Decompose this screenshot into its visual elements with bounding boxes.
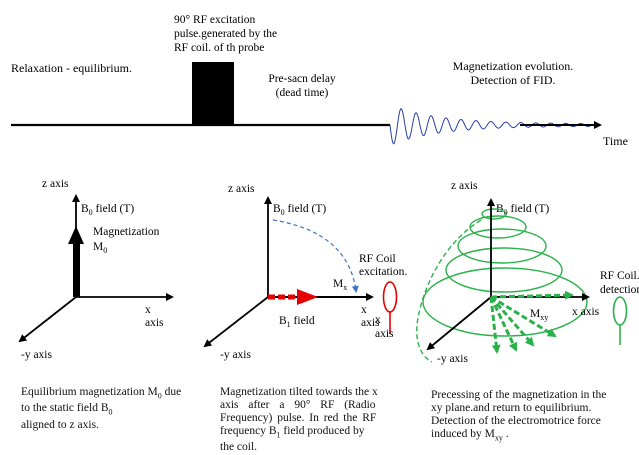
y-axis-label: -y axis xyxy=(220,349,252,361)
panel-excitation: z axis B0 field (T) Mx RF Coil excitatio… xyxy=(203,183,407,361)
caption-line: Magnetization tilted towards the x xyxy=(220,386,378,398)
mxy-vector-1 xyxy=(490,290,574,300)
precession-spiral xyxy=(422,208,588,337)
evolution-label-line2: Detection of FID. xyxy=(471,73,556,87)
rf-pulse-block xyxy=(192,62,234,125)
coil-label-line1: RF Coil xyxy=(359,253,396,265)
mxy-vector-2 xyxy=(490,295,557,338)
tilt-arc-arrow-icon xyxy=(272,219,359,293)
caption-line: the coil. xyxy=(220,441,258,454)
dashed-precession-path xyxy=(416,219,482,363)
mxy-label: Mxy xyxy=(530,308,548,322)
m0-label: M0 xyxy=(93,241,107,255)
rf-coil-icon xyxy=(382,281,398,313)
b1-arrow-icon xyxy=(297,289,318,305)
time-label: Time xyxy=(603,134,628,148)
delay-label-line1: Pre-sacn delay xyxy=(268,73,336,85)
x-axis-label-2: axis xyxy=(361,317,380,329)
y-axis-arrow-icon xyxy=(203,296,269,348)
caption-line: induced by Mxy . xyxy=(431,428,509,443)
x-axis-label: x axis xyxy=(572,306,600,318)
caption-line: Detection of the electromotrice force xyxy=(431,415,601,427)
pulse-label-line2: pulse.generated by the xyxy=(174,28,277,40)
pulse-label-line3: RF coil. of th probe xyxy=(174,42,264,54)
mxy-vector-3 xyxy=(489,296,535,347)
evolution-label-line1: Magnetization evolution. xyxy=(453,59,574,73)
caption-line: to the static field B0 xyxy=(21,402,113,417)
b1-field-label: B1 field xyxy=(279,315,315,329)
z-axis-label: z axis xyxy=(228,183,255,195)
mxy-vectors xyxy=(489,290,574,354)
panel-equilibrium: z axis B0 field (T) Magnetization M0 x a… xyxy=(18,178,174,361)
caption-line: Equilibrium magnetization M0 due xyxy=(21,386,182,401)
coil-label-line1: RF Coil. xyxy=(600,270,639,282)
b0-field-label: B0 field (T) xyxy=(81,203,134,217)
relaxation-label: Relaxation - equilibrium. xyxy=(11,61,132,75)
mxy-vector-5 xyxy=(489,296,501,354)
caption-line: frequency B1 field produced by xyxy=(220,425,365,440)
coil-label-line2: detection xyxy=(600,284,639,296)
m0-vector-arrow-icon xyxy=(68,226,84,244)
caption-line: axis after a 90° RF (Radio xyxy=(220,399,376,411)
x-axis-label-1: x xyxy=(361,304,367,316)
caption-line: Frequency) pulse. In red the RF xyxy=(220,412,377,424)
pulse-label-line1: 90° RF excitation xyxy=(174,14,256,26)
mx-label: Mx xyxy=(333,278,347,292)
caption-excitation: Magnetization tilted towards the x axis … xyxy=(220,386,404,454)
y-axis-arrow-icon xyxy=(426,296,492,351)
y-axis-label: -y axis xyxy=(21,349,53,361)
y-axis-label: -y axis xyxy=(437,353,469,365)
b0-field-label: B0 field (T) xyxy=(273,203,326,217)
panel-precession: z axis B0 field (T) Mxy x axis -y axis R xyxy=(416,180,639,365)
b0-field-label: B0 field (T) xyxy=(496,203,549,217)
caption-line: aligned to z axis. xyxy=(21,418,99,431)
caption-equilibrium: Equilibrium magnetization M0 due to the … xyxy=(21,386,201,432)
mxy-vector-4 xyxy=(489,296,518,352)
z-axis-label: z axis xyxy=(42,178,69,190)
caption-line: Precessing of the magnetization in the xyxy=(431,389,607,401)
coil-label-line2: excitation. xyxy=(359,266,407,278)
magnetization-label: Magnetization xyxy=(93,226,160,238)
pulse-sequence-timeline: Relaxation - equilibrium. 90° RF excitat… xyxy=(11,14,628,148)
x-axis-label-4: axis xyxy=(375,328,394,340)
z-axis-label: z axis xyxy=(451,180,478,192)
caption-line: xy plane.and return to equilibrium. xyxy=(431,402,592,414)
x-axis-label-2: axis xyxy=(145,317,164,329)
caption-precession: Precessing of the magnetization in the x… xyxy=(431,389,636,444)
y-axis-arrow-icon xyxy=(18,296,77,343)
m0-vector-shaft xyxy=(73,243,80,297)
delay-label-line2: (dead time) xyxy=(276,87,329,99)
x-axis-label-1: x xyxy=(145,304,151,316)
x-axis-label-3: x xyxy=(375,314,381,326)
fid-signal-icon xyxy=(389,108,591,145)
rf-coil-icon xyxy=(612,296,628,326)
